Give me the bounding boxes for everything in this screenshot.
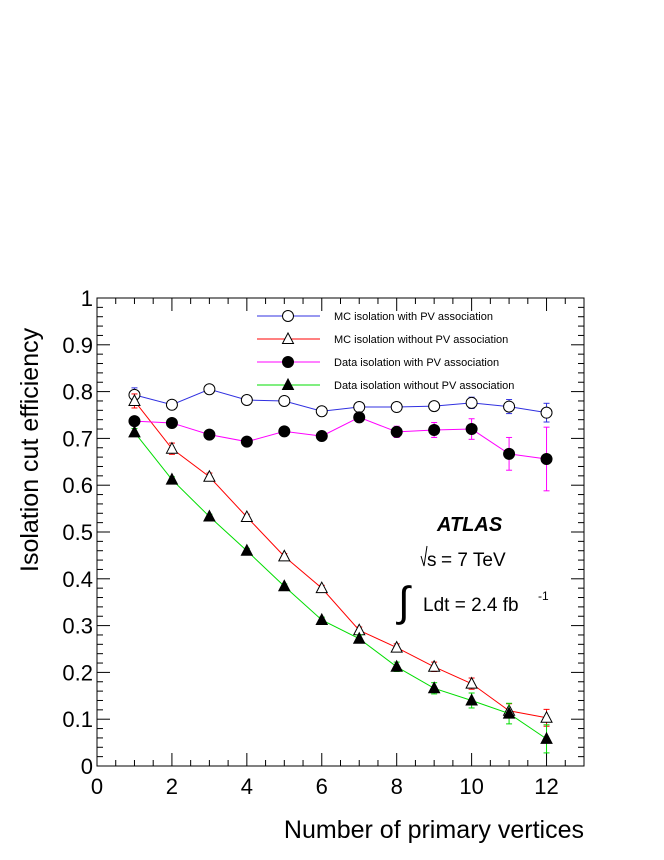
legend-entry: Data isolation with PV association <box>257 356 499 369</box>
series-line <box>134 432 547 740</box>
axis-tick-labels: 0 2 4 6 8 10 12 0 0.1 0.2 0.3 0.4 0.5 0.6 0.7 0.8 0.9 1 <box>62 286 558 799</box>
data-point <box>240 435 253 448</box>
data-point <box>278 425 291 438</box>
data-point <box>540 406 553 419</box>
x-tick-label: 2 <box>166 774 178 799</box>
luminosity-exponent: -1 <box>538 589 549 603</box>
data-point <box>315 430 328 443</box>
legend-entry: Data isolation without PV association <box>257 377 514 392</box>
data-point <box>390 659 404 672</box>
y-tick-label: 0.2 <box>62 660 93 685</box>
y-tick-label: 0.4 <box>62 567 93 592</box>
atlas-label-block: ATLAS s = 7 TeV ∫ Ldt = 2.4 fb -1 <box>396 514 549 625</box>
x-tick-label: 0 <box>91 774 103 799</box>
data-point <box>427 659 441 672</box>
legend-label: Data isolation without PV association <box>334 380 514 392</box>
energy-s: s <box>427 550 437 571</box>
data-point <box>390 401 403 414</box>
legend-label: Data isolation with PV association <box>334 357 499 369</box>
sqrt-symbol <box>420 545 428 567</box>
data-point <box>540 731 553 744</box>
y-axis-title: Isolation cut efficiency <box>16 327 44 572</box>
x-axis-title: Number of primary vertices <box>284 816 584 844</box>
data-point <box>540 710 553 723</box>
y-tick-label: 0.1 <box>62 707 93 732</box>
series-layer <box>128 383 553 754</box>
legend-label: MC isolation without PV association <box>334 334 508 346</box>
data-point <box>352 631 366 644</box>
data-point <box>428 423 441 436</box>
atlas-label: ATLAS <box>436 514 503 536</box>
legend-marker <box>282 356 294 368</box>
data-point <box>277 549 291 562</box>
data-point <box>165 472 179 485</box>
data-point <box>503 447 516 460</box>
legend-label: MC isolation with PV association <box>334 311 493 323</box>
data-point <box>540 452 553 465</box>
data-point <box>240 509 254 523</box>
y-tick-label: 0.6 <box>62 473 93 498</box>
legend: MC isolation with PV association MC isola… <box>257 310 514 392</box>
legend-marker <box>281 331 295 344</box>
integral-sign: ∫ <box>396 578 412 625</box>
data-point <box>428 400 441 413</box>
data-point <box>203 509 216 522</box>
axis-ticks <box>96 297 585 767</box>
legend-entry: MC isolation with PV association <box>257 310 493 323</box>
data-point <box>465 396 478 409</box>
data-point <box>427 681 441 694</box>
luminosity-text: Ldt = 2.4 fb <box>423 595 519 616</box>
x-tick-label: 12 <box>534 774 558 799</box>
series-4 <box>128 425 553 754</box>
data-point <box>315 405 328 418</box>
data-point <box>465 423 478 436</box>
data-point <box>128 393 141 406</box>
data-point <box>128 415 141 428</box>
data-point <box>277 579 291 592</box>
series-3 <box>128 411 553 492</box>
series-1 <box>128 383 553 423</box>
data-point <box>353 411 366 424</box>
x-tick-label: 10 <box>459 774 483 799</box>
data-point <box>465 676 478 689</box>
data-point <box>128 425 141 438</box>
x-tick-label: 4 <box>241 774 253 799</box>
series-line <box>134 400 547 719</box>
data-point <box>390 425 403 438</box>
data-point <box>278 394 291 407</box>
legend-marker <box>282 310 294 322</box>
legend-entry: MC isolation without PV association <box>257 331 508 346</box>
data-point <box>240 543 254 556</box>
y-tick-label: 0.3 <box>62 614 93 639</box>
data-point <box>502 706 516 719</box>
data-point <box>353 401 366 414</box>
data-point <box>165 398 178 411</box>
y-tick-label: 0 <box>81 754 93 779</box>
x-tick-label: 8 <box>391 774 403 799</box>
data-point <box>203 383 216 396</box>
data-point <box>465 693 478 706</box>
data-point <box>315 581 329 594</box>
energy-value: = 7 TeV <box>441 550 506 571</box>
x-tick-label: 6 <box>316 774 328 799</box>
data-point <box>165 416 178 429</box>
data-point <box>503 400 516 413</box>
data-point <box>240 394 253 407</box>
data-point <box>390 640 404 653</box>
y-tick-label: 0.9 <box>62 333 93 358</box>
y-tick-label: 1 <box>81 286 93 311</box>
data-point <box>315 612 329 625</box>
data-point <box>203 428 216 441</box>
y-tick-label: 0.8 <box>62 380 93 405</box>
y-tick-label: 0.5 <box>62 520 93 545</box>
data-point <box>203 469 216 482</box>
legend-marker <box>281 377 295 390</box>
y-tick-label: 0.7 <box>62 426 93 451</box>
series-line <box>134 388 547 414</box>
data-point <box>165 441 179 454</box>
series-line <box>134 416 547 460</box>
